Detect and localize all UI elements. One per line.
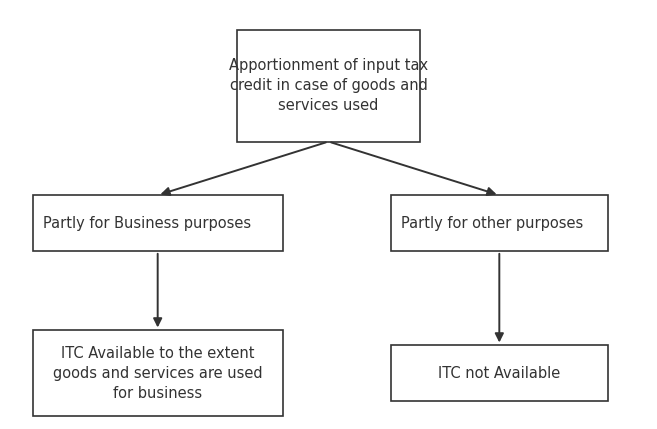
FancyBboxPatch shape (391, 195, 608, 251)
Text: Partly for other purposes: Partly for other purposes (401, 216, 583, 230)
Text: ITC Available to the extent
goods and services are used
for business: ITC Available to the extent goods and se… (53, 346, 263, 401)
Text: Apportionment of input tax
credit in case of goods and
services used: Apportionment of input tax credit in cas… (229, 58, 428, 113)
FancyBboxPatch shape (33, 195, 283, 251)
FancyBboxPatch shape (391, 345, 608, 401)
FancyBboxPatch shape (33, 330, 283, 416)
Text: Partly for Business purposes: Partly for Business purposes (43, 216, 251, 230)
Text: ITC not Available: ITC not Available (438, 366, 560, 381)
FancyBboxPatch shape (237, 30, 420, 142)
